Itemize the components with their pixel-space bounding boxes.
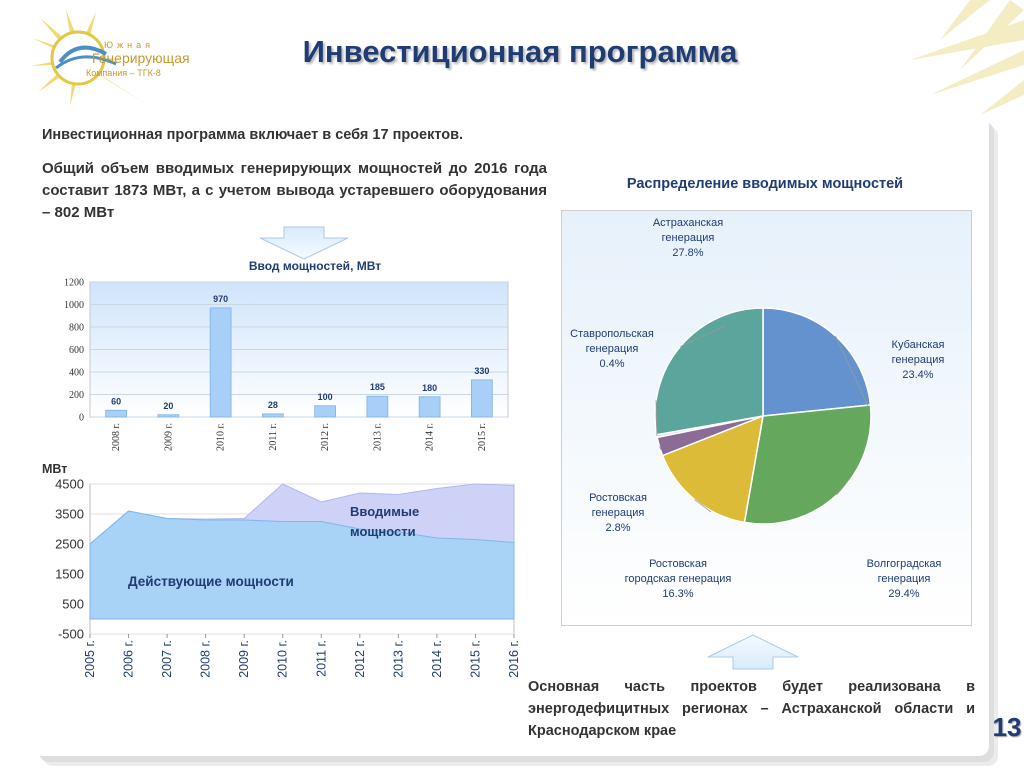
- area-chart-ylabel: МВт: [42, 462, 68, 476]
- area-category-label: 2014 г.: [430, 640, 444, 678]
- bar-category-label: 2015 г.: [477, 423, 488, 451]
- bar-category-label: 2014 г.: [425, 423, 436, 451]
- pie-slice-label: генерация: [662, 232, 715, 244]
- pie-slice-label: генерация: [892, 354, 945, 366]
- area-category-label: 2012 г.: [353, 640, 367, 678]
- decorative-rays-icon: [910, 0, 1024, 115]
- area-label-new: Вводимые: [350, 504, 419, 519]
- pie-chart-title: Распределение вводимых мощностей: [626, 176, 904, 192]
- pie-value-label: 16.3%: [662, 588, 693, 600]
- bar-category-label: 2009 г.: [163, 423, 174, 451]
- company-logo: Южная Генерирующая Компания – ТГК-8: [30, 10, 190, 106]
- pie-slice-label: генерация: [878, 573, 931, 585]
- pie-slice-label: городская генерация: [625, 573, 732, 585]
- bar-ytick-label: 1000: [64, 300, 84, 311]
- bar-category-label: 2010 г.: [216, 423, 227, 451]
- pie-leader-line: [680, 325, 726, 347]
- pie-leader-line: [659, 446, 662, 451]
- pie-leader-line: [835, 335, 869, 407]
- area-ytick-label: 3500: [55, 507, 84, 522]
- intro-projects-count: Инвестиционная программа включает в себя…: [42, 127, 464, 143]
- arrow-up-icon: [707, 634, 799, 670]
- area-category-label: 2010 г.: [276, 640, 290, 678]
- pie-value-label: 29.4%: [888, 588, 919, 600]
- bar-category-label: 2008 г.: [111, 423, 122, 451]
- area-category-label: 2006 г.: [122, 640, 136, 678]
- pie-slice: [654, 307, 764, 436]
- bar-data-label: 970: [213, 294, 228, 304]
- area-chart: -500 500 1500 2500 3500 4500 2005 г. 2006 г. 20…: [55, 477, 520, 678]
- pie-leader-line: [655, 399, 658, 437]
- pie-slice-label: Кубанская: [892, 339, 945, 351]
- bar: [471, 379, 493, 418]
- bar-chart: 60 20 970 28 100 185 180 330 0 200 400 600 800 1000 1…: [64, 278, 509, 451]
- logo-text-3: Компания – ТГК-8: [86, 68, 161, 78]
- arrow-down-icon: [259, 226, 349, 260]
- bar-category-label: 2012 г.: [320, 423, 331, 451]
- conclusion-text: Основная часть проектов будет реализован…: [528, 679, 975, 739]
- area-label-existing: Действующие мощности: [128, 574, 294, 589]
- bar-data-label: 330: [474, 366, 489, 376]
- bar-ytick-label: 0: [79, 413, 84, 424]
- pie-value-label: 23.4%: [902, 369, 933, 381]
- bar-data-label: 28: [268, 400, 278, 410]
- pie-value-label: 27.8%: [672, 247, 703, 259]
- bar-ytick-label: 600: [69, 345, 84, 356]
- area-category-label: 2011 г.: [314, 640, 328, 677]
- bar-chart-title: Ввод мощностей, МВт: [248, 259, 382, 273]
- bar: [157, 414, 180, 418]
- bar-data-label: 185: [370, 382, 385, 392]
- pie-value-label: 0.4%: [599, 358, 624, 370]
- bar: [105, 409, 127, 418]
- page-number: 13: [992, 712, 1022, 742]
- bar: [418, 396, 441, 418]
- area-category-label: 2015 г.: [468, 640, 482, 678]
- area-label-new-2: мощности: [350, 524, 416, 539]
- bar-ytick-label: 200: [69, 390, 84, 401]
- area-ytick-label: -500: [58, 627, 84, 642]
- area-category-label: 2016 г.: [507, 640, 520, 678]
- bar-ytick-label: 1200: [64, 278, 84, 289]
- bar-data-label: 100: [318, 392, 333, 402]
- pie-slice-label: генерация: [586, 343, 639, 355]
- area-ytick-label: 500: [62, 597, 84, 612]
- bar-data-label: 20: [163, 401, 173, 411]
- area-ytick-label: 2500: [55, 537, 84, 552]
- area-category-label: 2007 г.: [160, 640, 174, 678]
- pie-slice-label: Ставропольская: [570, 328, 654, 340]
- pie-slice-label: Астраханская: [653, 217, 723, 229]
- area-category-label: 2005 г.: [83, 640, 97, 678]
- bar-category-label: 2011 г.: [268, 423, 279, 451]
- pie-leader-line: [694, 499, 712, 513]
- area-ytick-label: 4500: [55, 477, 84, 492]
- pie-leader-line: [836, 484, 846, 496]
- bar: [366, 395, 389, 418]
- bar-ytick-label: 800: [69, 323, 84, 334]
- logo-text-1: Южная: [104, 40, 154, 50]
- area-existing-capacity: [89, 510, 515, 620]
- pie-chart: Кубанская генерация 23.4% Волгоградская гене…: [561, 210, 972, 626]
- bar: [314, 405, 336, 418]
- bar-ytick-label: 400: [69, 368, 84, 379]
- intro-capacity-summary: Общий объем вводимых генерирующих мощнос…: [42, 160, 547, 221]
- bar-data-label: 180: [422, 383, 437, 393]
- area-ytick-label: 1500: [55, 567, 84, 582]
- bar: [262, 413, 284, 418]
- bar-category-label: 2013 г.: [372, 423, 383, 451]
- pie-slice-label: Ростовская: [649, 558, 707, 570]
- logo-text-2: Генерирующая: [92, 50, 190, 66]
- area-category-label: 2009 г.: [237, 640, 251, 678]
- area-category-label: 2013 г.: [391, 640, 405, 678]
- pie-slice-label: Волгоградская: [867, 558, 942, 570]
- bar-data-label: 60: [111, 396, 121, 406]
- pie-slice-label: генерация: [592, 507, 645, 519]
- page-title: Инвестиционная программа: [302, 34, 738, 69]
- area-category-label: 2008 г.: [199, 640, 213, 678]
- bar: [209, 307, 232, 418]
- pie-slice-label: Ростовская: [589, 492, 647, 504]
- pie-value-label: 2.8%: [605, 522, 630, 534]
